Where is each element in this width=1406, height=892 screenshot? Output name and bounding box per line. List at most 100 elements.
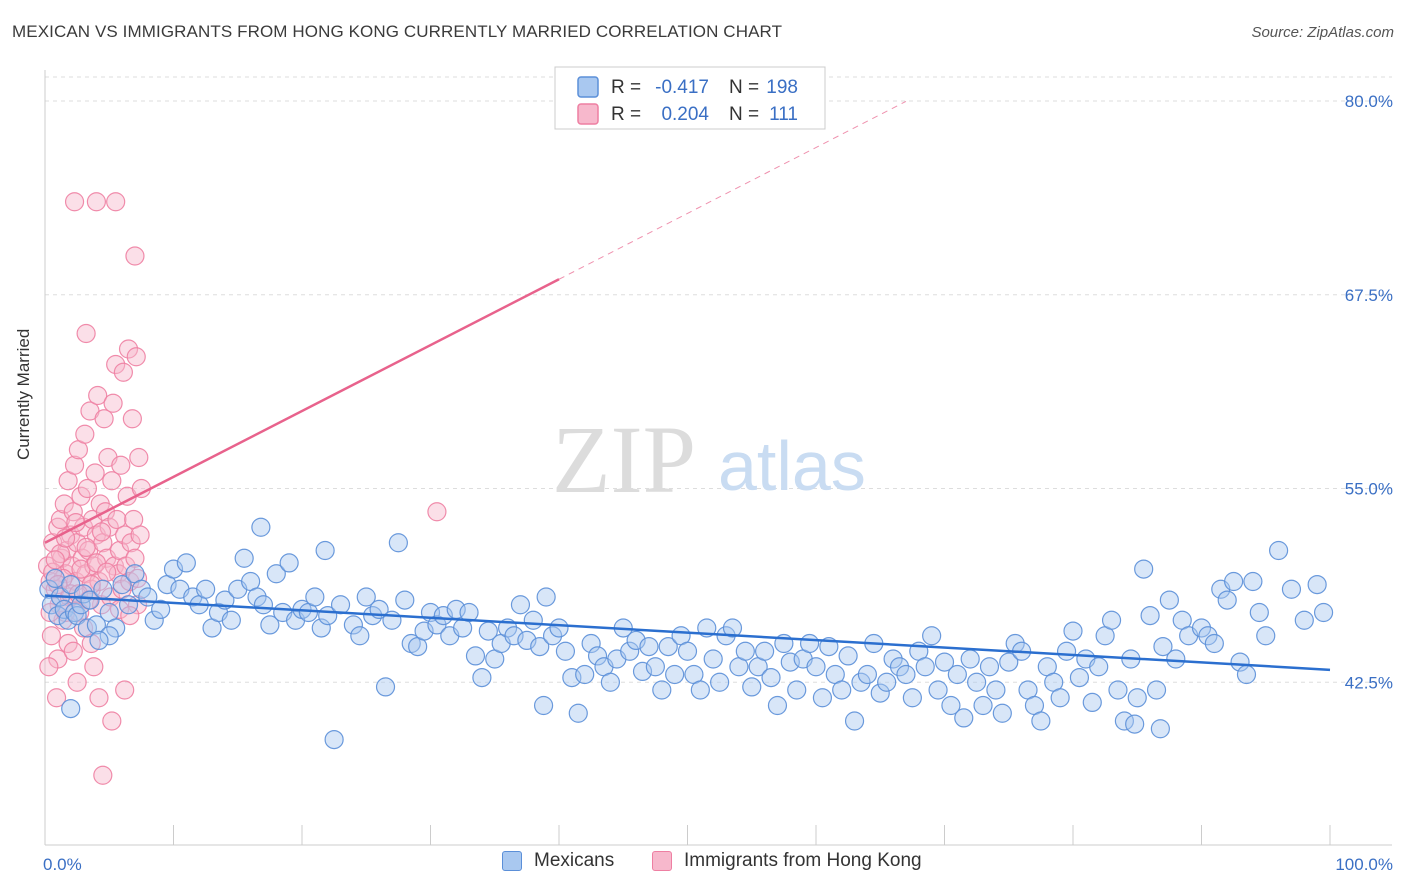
mexicans-point-168 xyxy=(1101,610,1122,630)
hong-kong-point-22 xyxy=(71,486,91,506)
y-tick-label-2: 67.5% xyxy=(1345,286,1393,305)
stats-legend-n-value-0: 198 xyxy=(766,77,798,98)
mexicans-point-39 xyxy=(247,587,267,607)
mexicans-point-183 xyxy=(1204,633,1224,654)
mexicans-point-104 xyxy=(690,680,710,700)
mexicans-point-119 xyxy=(787,680,807,700)
y-tick-label-1: 55.0% xyxy=(1345,480,1393,499)
mexicans-point-197 xyxy=(61,698,81,719)
hong-kong-point-81 xyxy=(41,626,62,646)
mexicans-point-174 xyxy=(1140,605,1160,626)
hong-kong-point-64 xyxy=(125,548,145,568)
stats-legend-swatch-0 xyxy=(577,76,599,98)
stats-legend-n-label-0: N = xyxy=(729,77,759,98)
legend-item-mexicans[interactable]: Mexicans xyxy=(502,850,614,872)
hong-kong-point-88 xyxy=(102,711,122,731)
hong-kong-point-100 xyxy=(97,562,117,582)
mexicans-point-141 xyxy=(928,680,948,700)
mexicans-point-21 xyxy=(131,579,151,599)
mexicans-point-19 xyxy=(118,595,139,615)
hong-kong-point-110 xyxy=(40,602,60,623)
mexicans-point-13 xyxy=(80,590,100,610)
mexicans-point-28 xyxy=(176,553,196,573)
hong-kong-point-65 xyxy=(126,347,146,367)
mexicans-point-24 xyxy=(151,599,171,620)
mexicans-point-63 xyxy=(427,615,447,635)
mexicans-point-169 xyxy=(1108,680,1128,700)
hong-kong-point-35 xyxy=(88,385,108,406)
hong-kong-point-90 xyxy=(50,543,71,564)
mexicans-point-130 xyxy=(857,664,878,685)
chart-title: MEXICAN VS IMMIGRANTS FROM HONG KONG CUR… xyxy=(12,22,783,41)
stats-legend-r-value-0: -0.417 xyxy=(655,77,709,98)
hong-kong-point-99 xyxy=(91,522,112,542)
mexicans-point-80 xyxy=(536,587,556,607)
y-tick-label-3: 80.0% xyxy=(1345,92,1393,111)
hong-kong-point-96 xyxy=(76,537,96,558)
trend-line-hong-kong-extension xyxy=(558,100,907,280)
mexicans-point-54 xyxy=(356,587,376,607)
mexicans-point-194 xyxy=(1294,610,1314,630)
mexicans-point-23 xyxy=(144,610,164,630)
mexicans-point-150 xyxy=(986,680,1006,700)
mexicans-point-206 xyxy=(251,517,271,537)
mexicans-point-75 xyxy=(504,626,524,646)
mexicans-point-186 xyxy=(1224,571,1244,592)
mexicans-point-81 xyxy=(542,626,563,646)
legend-label-mexicans: Mexicans xyxy=(534,850,615,871)
hong-kong-point-104 xyxy=(427,502,447,522)
mexicans-point-121 xyxy=(799,633,820,654)
mexicans-point-185 xyxy=(1217,590,1237,610)
mexicans-point-187 xyxy=(1230,652,1250,672)
mexicans-point-9 xyxy=(67,605,87,626)
trend-line-hong-kong xyxy=(44,278,560,544)
mexicans-point-76 xyxy=(510,595,531,615)
mexicans-point-162 xyxy=(1063,621,1083,641)
mexicans-point-69 xyxy=(465,646,486,666)
mexicans-point-112 xyxy=(742,677,762,697)
hong-kong-point-67 xyxy=(129,447,149,468)
hong-kong-point-80 xyxy=(39,657,59,677)
mexicans-point-133 xyxy=(877,672,897,692)
mexicans-point-35 xyxy=(221,610,241,630)
mexicans-point-83 xyxy=(555,641,576,661)
watermark: ZIP atlas xyxy=(552,406,866,513)
mexicans-point-90 xyxy=(600,672,621,692)
mexicans-point-198 xyxy=(375,677,396,697)
mexicans-point-15 xyxy=(93,579,113,599)
mexicans-point-189 xyxy=(1243,571,1263,592)
mexicans-point-79 xyxy=(530,636,550,657)
mexicans-point-172 xyxy=(1127,688,1147,708)
mexicans-point-0 xyxy=(39,579,59,599)
mexicans-point-126 xyxy=(832,680,852,700)
hong-kong-point-73 xyxy=(125,246,145,266)
mexicans-point-53 xyxy=(350,626,370,646)
mexicans-point-68 xyxy=(459,602,479,623)
hong-kong-point-102 xyxy=(45,550,65,570)
mexicans-point-107 xyxy=(710,672,730,692)
mexicans-point-205 xyxy=(388,533,408,553)
mexicans-point-175 xyxy=(1146,680,1167,700)
mexicans-point-95 xyxy=(632,661,653,682)
mexicans-point-163 xyxy=(1069,667,1090,688)
mexicans-point-202 xyxy=(99,626,119,646)
trend-line-mexicans xyxy=(44,594,1331,672)
mexicans-point-178 xyxy=(1166,649,1186,669)
mexicans-point-37 xyxy=(234,548,254,568)
mexicans-point-49 xyxy=(311,618,331,638)
mexicans-point-195 xyxy=(1307,574,1327,595)
x-tick-label-1: 100.0% xyxy=(1335,855,1393,874)
trend-lines xyxy=(44,100,1331,672)
hong-kong-point-56 xyxy=(115,525,135,545)
hong-kong-point-55 xyxy=(113,362,133,382)
mexicans-point-203 xyxy=(89,630,109,651)
legend-item-hong-kong[interactable]: Immigrants from Hong Kong xyxy=(652,850,922,872)
mexicans-point-70 xyxy=(472,667,492,688)
mexicans-point-8 xyxy=(64,602,85,623)
mexicans-point-31 xyxy=(196,579,216,599)
hong-kong-point-91 xyxy=(53,568,73,589)
hong-kong-point-72 xyxy=(86,192,107,212)
mexicans-point-161 xyxy=(1056,641,1077,661)
mexicans-point-98 xyxy=(652,680,672,700)
hong-kong-point-40 xyxy=(94,409,114,429)
